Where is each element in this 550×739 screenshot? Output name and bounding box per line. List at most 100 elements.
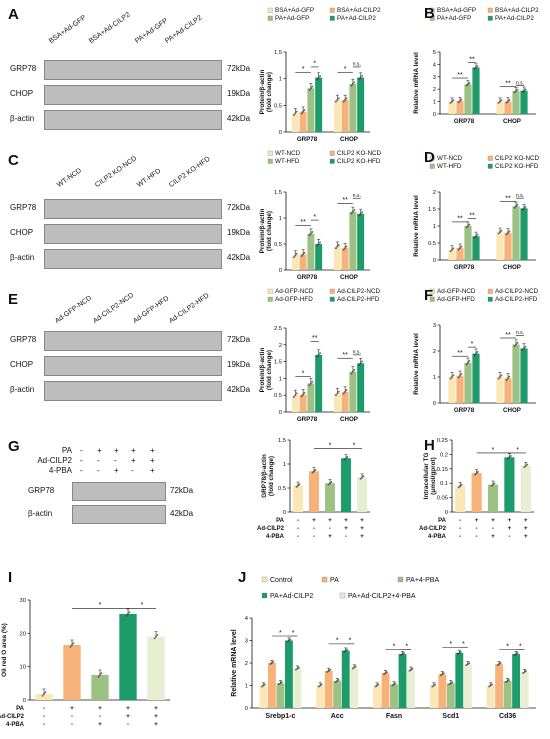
legend-label: PA+Ad-CILP2 [337,15,376,22]
bar [464,362,472,403]
treatment-sign: + [360,525,364,532]
data-point [334,680,337,683]
data-point [336,392,339,395]
data-point [362,475,365,478]
treatment-label-adcilp2: Ad-CILP2 [37,456,72,465]
data-point [452,374,455,377]
treatment-sign: + [114,446,119,455]
significance-label: * [353,442,356,449]
bar [390,684,398,708]
data-point [449,377,452,380]
protein-label-grp78: GRP78 [10,64,37,73]
legend-label: BSA+Ad-CILP2 [495,7,539,14]
legend-label: WT-NCD [437,155,463,162]
data-point [384,672,387,675]
treatment-sign: - [476,525,478,532]
bar [349,211,357,270]
significance-label: * [313,214,316,221]
bar [349,371,357,412]
y-tick-label: 0.5 [274,393,282,399]
data-point [359,477,362,480]
treatment-sign: - [345,533,347,540]
data-point [327,669,330,672]
bar [472,353,480,403]
kda-label: 42kDa [170,509,194,518]
bar [299,394,307,412]
significance-label: * [516,447,519,454]
data-point [465,363,468,366]
y-tick-label: 0.5 [274,103,282,109]
protein-label-bactin: β-actin [28,509,53,518]
legend-label: Ad-CILP2-HFD [337,296,380,303]
legend-label: CILP2 KO-HFD [495,163,539,170]
data-point [410,668,412,671]
bar [373,685,381,708]
bar [496,232,504,260]
significance-label: ** [505,332,511,339]
bar [357,477,367,512]
data-point [336,680,339,682]
data-point [297,666,300,669]
legend-swatch [487,15,493,21]
bar [512,344,520,403]
y-tick-label: 0.1 [440,481,448,487]
treatment-sign: - [297,533,299,540]
legend-swatch [487,7,493,13]
data-point [336,245,339,248]
significance-label: * [302,371,305,378]
y-tick-label: 0.5 [274,242,282,248]
data-point [526,463,529,466]
data-point [342,392,345,395]
bar [381,673,390,708]
treatment-sign: - [43,705,45,712]
data-point [302,110,305,113]
data-point [294,394,297,397]
panel-letter-c: C [8,152,19,169]
y-tick-label: 0 [245,706,248,712]
blot-grp78-a [44,60,222,80]
data-point [316,355,319,358]
y-tick-label: 0.25 [437,438,448,444]
bar [299,254,307,270]
y-axis-label: Oil red O area (%) [1,623,8,677]
data-point [441,673,444,676]
data-point [334,247,337,250]
treatment-label-4pba: 4-PBA [48,466,72,475]
panel-letter-d: D [424,149,435,166]
bar [291,255,299,270]
data-point [524,464,527,467]
blot-bactin-g [72,505,166,524]
data-point [343,650,346,653]
y-axis-label: (fold change) [268,456,275,496]
legend-label: Ad-CILP2-NCD [495,288,538,295]
data-point [317,685,320,688]
legend-swatch [329,150,335,156]
y-tick-label: 0.5 [428,241,436,247]
bar [471,473,482,512]
y-tick-label: 0.05 [437,496,448,502]
legend-label: Ad-CILP2-HFD [495,296,538,303]
data-point [326,670,329,673]
data-point [346,648,349,651]
data-point [153,637,156,640]
data-point [459,374,461,377]
y-tick-label: 1 [283,462,286,468]
data-point [460,245,463,248]
bar [520,672,529,708]
legend-swatch [429,288,435,294]
data-point [516,88,519,91]
treatment-sign: + [328,517,332,524]
significance-label: ** [342,197,348,204]
data-point [359,76,362,79]
data-point [344,247,347,250]
data-point [457,101,460,104]
data-point [43,693,45,695]
blot-chop-a [44,85,222,105]
data-point [448,683,451,686]
data-point [319,352,322,355]
data-point [465,664,468,667]
data-point [319,74,322,77]
data-point [507,377,509,380]
data-point [292,256,295,259]
data-point [313,470,315,473]
